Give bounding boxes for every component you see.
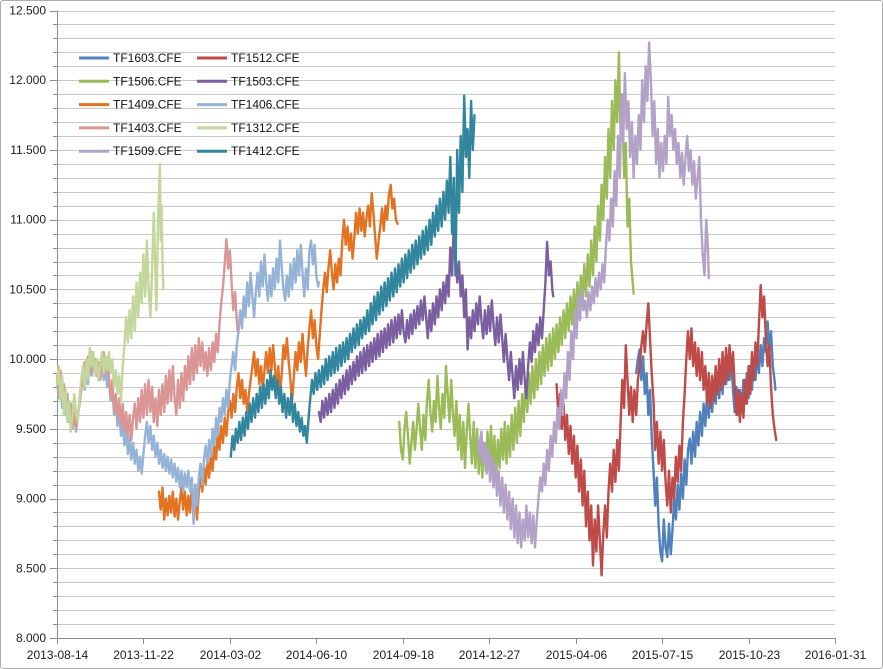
series-line-TF1503.CFE[interactable] bbox=[317, 222, 555, 424]
legend-label: TF1503.CFE bbox=[231, 74, 300, 88]
y-tick-label: 8.000 bbox=[16, 631, 46, 645]
y-tick-label: 10.500 bbox=[9, 282, 46, 296]
series-line-TF1412.CFE[interactable] bbox=[229, 94, 476, 458]
legend-item-TF1503.CFE[interactable]: TF1503.CFE bbox=[197, 74, 300, 88]
legend-group: TF1603.CFE TF1512.CFE TF1506.CFE TF1503.CFE… bbox=[79, 51, 300, 158]
series-line-TF1509.CFE[interactable] bbox=[476, 41, 710, 549]
series-line-TF1512.CFE[interactable] bbox=[555, 284, 778, 577]
legend-label: TF1506.CFE bbox=[113, 74, 182, 88]
legend-item-TF1403.CFE[interactable]: TF1403.CFE bbox=[79, 121, 182, 135]
x-tick-label: 2015-10-23 bbox=[719, 648, 781, 662]
x-tick-label: 2014-03-02 bbox=[200, 648, 262, 662]
legend-label: TF1312.CFE bbox=[231, 121, 300, 135]
y-tick-label: 12.500 bbox=[9, 4, 46, 18]
legend-item-TF1409.CFE[interactable]: TF1409.CFE bbox=[79, 98, 182, 112]
legend-label: TF1406.CFE bbox=[231, 98, 300, 112]
x-tick-label: 2015-04-06 bbox=[546, 648, 608, 662]
y-tick-label: 8.500 bbox=[16, 561, 46, 575]
axis-labels-group: 8.000 8.500 9.000 9.500 10.000 10.500 11.000 11… bbox=[9, 4, 866, 663]
y-tick-label: 10.000 bbox=[9, 352, 46, 366]
x-tick-label: 2013-08-14 bbox=[27, 648, 89, 662]
x-tick-label: 2015-07-15 bbox=[632, 648, 694, 662]
x-tick-label: 2014-12-27 bbox=[459, 648, 521, 662]
series-line-TF1506.CFE[interactable] bbox=[398, 51, 635, 479]
x-tick-label: 2013-11-22 bbox=[113, 648, 174, 662]
legend-label: TF1412.CFE bbox=[231, 144, 300, 158]
y-tick-label: 11.500 bbox=[10, 143, 46, 157]
legend-item-TF1506.CFE[interactable]: TF1506.CFE bbox=[79, 74, 182, 88]
legend-item-TF1512.CFE[interactable]: TF1512.CFE bbox=[197, 51, 300, 65]
y-tick-label: 9.500 bbox=[16, 422, 46, 436]
legend-item-TF1412.CFE[interactable]: TF1412.CFE bbox=[197, 144, 300, 158]
x-tick-label: 2016-01-31 bbox=[805, 648, 867, 662]
y-tick-label: 9.000 bbox=[16, 492, 46, 506]
series-group bbox=[55, 41, 778, 577]
legend-item-TF1509.CFE[interactable]: TF1509.CFE bbox=[79, 144, 182, 158]
legend-label: TF1403.CFE bbox=[113, 121, 182, 135]
series-line-TF1312.CFE[interactable] bbox=[55, 162, 165, 433]
y-tick-label: 12.000 bbox=[9, 73, 46, 87]
legend-item-TF1312.CFE[interactable]: TF1312.CFE bbox=[197, 121, 300, 135]
legend-label: TF1509.CFE bbox=[113, 144, 182, 158]
x-tick-label: 2014-06-10 bbox=[286, 648, 348, 662]
legend-item-TF1406.CFE[interactable]: TF1406.CFE bbox=[197, 98, 300, 112]
x-tick-label: 2014-09-18 bbox=[373, 648, 435, 662]
legend-label: TF1512.CFE bbox=[231, 51, 300, 65]
legend-label: TF1603.CFE bbox=[113, 51, 182, 65]
legend-label: TF1409.CFE bbox=[113, 98, 182, 112]
axes-group bbox=[50, 10, 836, 644]
legend-item-TF1603.CFE[interactable]: TF1603.CFE bbox=[79, 51, 182, 65]
y-tick-label: 11.000 bbox=[10, 213, 46, 227]
